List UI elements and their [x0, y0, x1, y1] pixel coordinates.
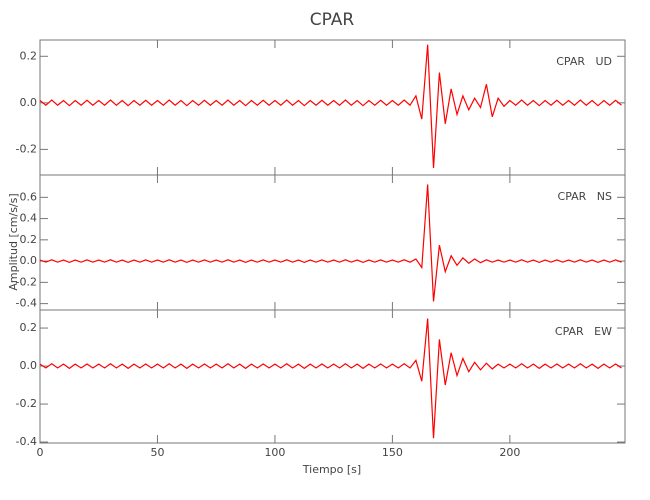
panel-frame	[39, 174, 626, 311]
y-tick-label: 0.4	[20, 212, 38, 225]
x-tick-label: 150	[382, 446, 403, 459]
y-tick-label: -0.4	[16, 297, 37, 310]
x-axis-label: Tiempo [s]	[302, 463, 361, 476]
panel-label: CPAR NS	[558, 190, 612, 203]
trace	[39, 184, 622, 302]
y-tick-label: 0.0	[20, 359, 38, 372]
x-tick-label: 50	[150, 446, 164, 459]
y-tick-label: -0.2	[16, 275, 37, 288]
panel-frame	[39, 39, 626, 176]
panel-frame	[39, 309, 626, 444]
trace	[39, 44, 622, 169]
y-tick-label: 0.2	[20, 321, 38, 334]
panel-label: CPAR UD	[556, 55, 612, 68]
y-axis-label: Amplitud [cm/s/s]	[7, 193, 20, 290]
y-tick-label: -0.2	[16, 397, 37, 410]
x-tick-label: 200	[499, 446, 520, 459]
y-tick-label: 0.2	[20, 49, 38, 62]
panel-label: CPAR EW	[555, 325, 612, 338]
y-tick-label: -0.4	[16, 435, 37, 448]
y-tick-label: 0.0	[20, 96, 38, 109]
y-tick-label: 0.6	[20, 190, 38, 203]
trace	[39, 318, 622, 439]
y-tick-label: 0.2	[20, 233, 38, 246]
x-tick-label: 100	[264, 446, 285, 459]
y-tick-label: 0.0	[20, 254, 38, 267]
y-tick-label: -0.2	[16, 142, 37, 155]
chart-title: CPAR	[310, 10, 355, 30]
x-tick-label: 0	[37, 446, 44, 459]
